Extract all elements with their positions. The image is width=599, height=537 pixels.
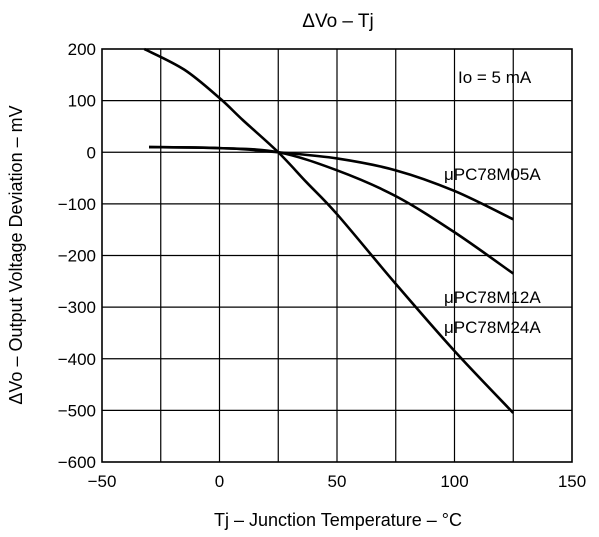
grid: [102, 49, 572, 462]
series-line-3: [143, 47, 515, 414]
x-axis-label: Tj – Junction Temperature – °C: [214, 510, 462, 530]
y-tick-label: −400: [58, 350, 96, 369]
series-label-3: μPC78M24A: [444, 318, 541, 337]
y-tick-label: −200: [58, 247, 96, 266]
y-tick-label: −500: [58, 401, 96, 420]
y-axis-label: ΔVo – Output Voltage Deviation – mV: [6, 105, 26, 404]
x-tick-label: 100: [440, 472, 468, 491]
chart-title: ΔVo – Tj: [302, 11, 374, 32]
y-tick-label: 0: [87, 143, 96, 162]
plot-frame: [101, 48, 573, 463]
x-tick-label: 0: [215, 472, 224, 491]
series-labels: μPC78M05A μPC78M12A μPC78M24A: [444, 165, 541, 337]
curves: [143, 47, 515, 414]
y-tick-label: 200: [68, 40, 96, 59]
x-tick-label: −50: [88, 472, 117, 491]
series-label-1: μPC78M05A: [444, 165, 541, 184]
x-tick-labels: −50 0 50 100 150: [88, 472, 587, 491]
y-tick-label: −300: [58, 298, 96, 317]
y-tick-label: 100: [68, 92, 96, 111]
y-tick-label: −100: [58, 195, 96, 214]
condition-annotation: Io = 5 mA: [458, 68, 532, 87]
series-line-2: [148, 145, 514, 275]
y-tick-labels: 200 100 0 −100 −200 −300 −400 −500 −600: [58, 40, 96, 472]
x-tick-label: 50: [328, 472, 347, 491]
x-tick-label: 150: [558, 472, 586, 491]
series-label-2: μPC78M12A: [444, 288, 541, 307]
y-tick-label: −600: [58, 453, 96, 472]
